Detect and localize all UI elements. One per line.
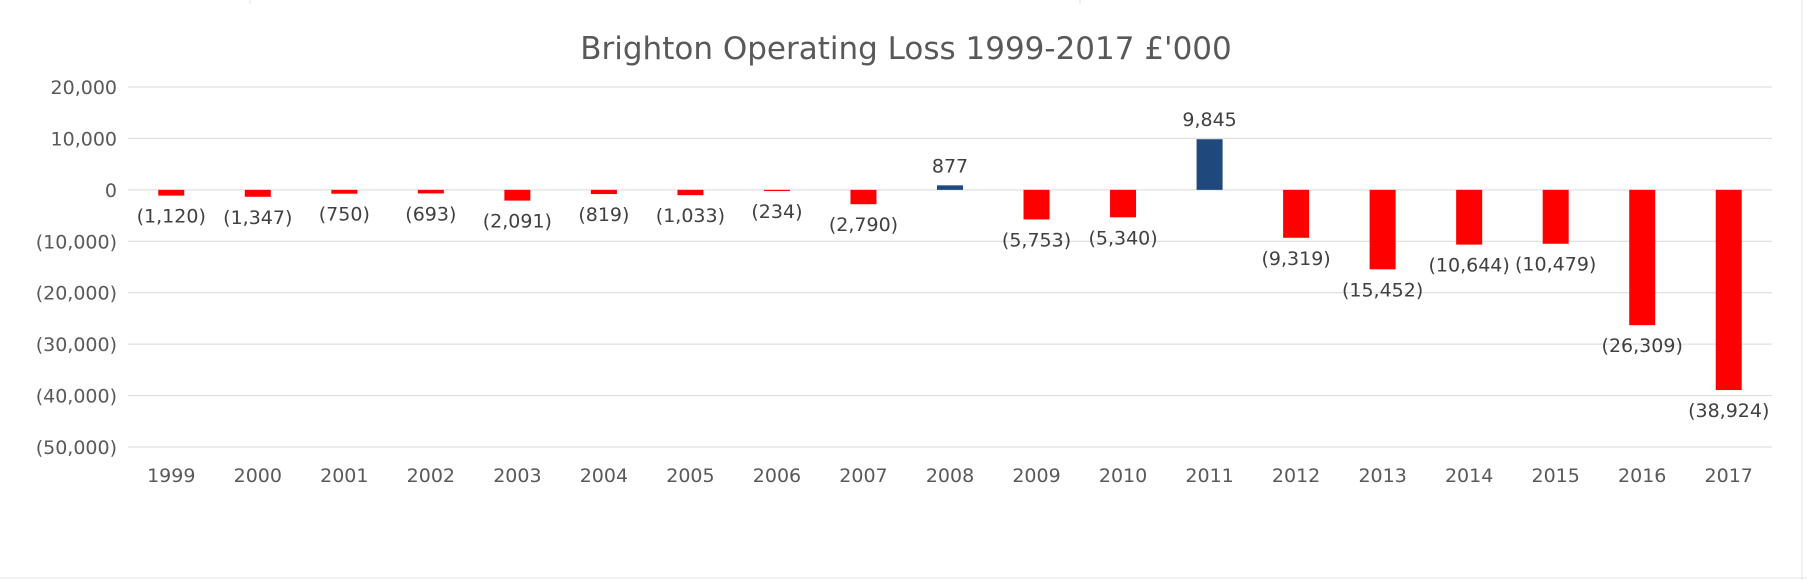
bar-2005 — [677, 189, 704, 196]
x-tick-label: 1999 — [147, 465, 195, 487]
x-tick-label: 2006 — [753, 465, 801, 487]
x-axis: 1999 2000 2001 2002 2003 2004 2005 2006 2007 2008… — [147, 465, 1753, 487]
x-tick-label: 2002 — [407, 465, 455, 487]
bar-2010 — [1110, 189, 1137, 218]
data-label-2017: (38,924) — [1688, 400, 1769, 422]
y-tick-label: 0 — [105, 180, 117, 202]
y-tick-label: (40,000) — [36, 386, 117, 408]
y-axis: 20,000 10,000 0 (10,000) (20,000) (30,000) (40… — [36, 77, 117, 459]
x-tick-label: 2000 — [234, 465, 282, 487]
bar-2014 — [1456, 189, 1483, 245]
x-tick-label: 2012 — [1272, 465, 1320, 487]
x-tick-label: 2005 — [666, 465, 714, 487]
y-tick-label: 20,000 — [51, 77, 117, 99]
x-tick-label: 2003 — [493, 465, 541, 487]
chart-title: Brighton Operating Loss 1999-2017 £'000 — [580, 31, 1232, 67]
x-tick-label: 2017 — [1705, 465, 1753, 487]
x-tick-label: 2001 — [320, 465, 368, 487]
bar-2004 — [590, 189, 617, 195]
bar-2015 — [1542, 189, 1569, 244]
data-label-2013: (15,452) — [1342, 279, 1423, 301]
x-tick-label: 2009 — [1012, 465, 1060, 487]
y-tick-label: (50,000) — [36, 437, 117, 459]
data-label-2001: (750) — [319, 204, 370, 226]
data-label-2007: (2,790) — [829, 214, 898, 236]
data-label-2010: (5,340) — [1088, 227, 1157, 249]
x-tick-label: 2007 — [839, 465, 887, 487]
bar-2012 — [1283, 189, 1310, 238]
data-label-2015: (10,479) — [1515, 254, 1596, 276]
x-tick-label: 2014 — [1445, 465, 1493, 487]
bar-2016 — [1629, 189, 1656, 326]
data-label-2004: (819) — [578, 204, 629, 226]
bar-2013 — [1369, 189, 1396, 270]
data-label-2003: (2,091) — [483, 211, 552, 233]
data-label-2012: (9,319) — [1261, 248, 1330, 270]
bar-2009 — [1023, 189, 1050, 220]
y-tick-label: (20,000) — [36, 283, 117, 305]
data-label-2008: 877 — [932, 155, 968, 177]
y-tick-label: (10,000) — [36, 231, 117, 253]
bar-2001 — [331, 189, 358, 194]
y-tick-label: (30,000) — [36, 334, 117, 356]
data-label-2006: (234) — [751, 201, 802, 223]
bar-2007 — [850, 189, 877, 205]
data-label-2011: 9,845 — [1182, 109, 1236, 131]
bar-1999 — [158, 189, 185, 196]
bar-2017 — [1715, 189, 1742, 391]
bar-2000 — [244, 189, 271, 197]
bar-2008 — [937, 185, 963, 190]
bar-2006 — [763, 189, 790, 192]
data-labels: (1,120) (1,347) (750) (693) (2,091) (819) (1,0… — [137, 109, 1770, 422]
y-tick-label: 10,000 — [51, 128, 117, 150]
x-tick-label: 2011 — [1185, 465, 1233, 487]
x-tick-label: 2013 — [1358, 465, 1406, 487]
data-label-2014: (10,644) — [1429, 255, 1510, 277]
data-label-2000: (1,347) — [223, 207, 292, 229]
x-tick-label: 2016 — [1618, 465, 1666, 487]
bar-2011 — [1196, 139, 1223, 190]
bars — [158, 139, 1742, 391]
data-label-1999: (1,120) — [137, 206, 206, 228]
data-label-2016: (26,309) — [1602, 335, 1683, 357]
data-label-2005: (1,033) — [656, 205, 725, 227]
gridlines — [128, 86, 1772, 448]
x-tick-label: 2010 — [1099, 465, 1147, 487]
data-label-2002: (693) — [405, 203, 456, 225]
x-tick-label: 2008 — [926, 465, 974, 487]
x-tick-label: 2015 — [1532, 465, 1580, 487]
bar-2003 — [504, 189, 531, 201]
x-tick-label: 2004 — [580, 465, 628, 487]
data-label-2009: (5,753) — [1002, 229, 1071, 251]
bar-2002 — [417, 189, 444, 194]
